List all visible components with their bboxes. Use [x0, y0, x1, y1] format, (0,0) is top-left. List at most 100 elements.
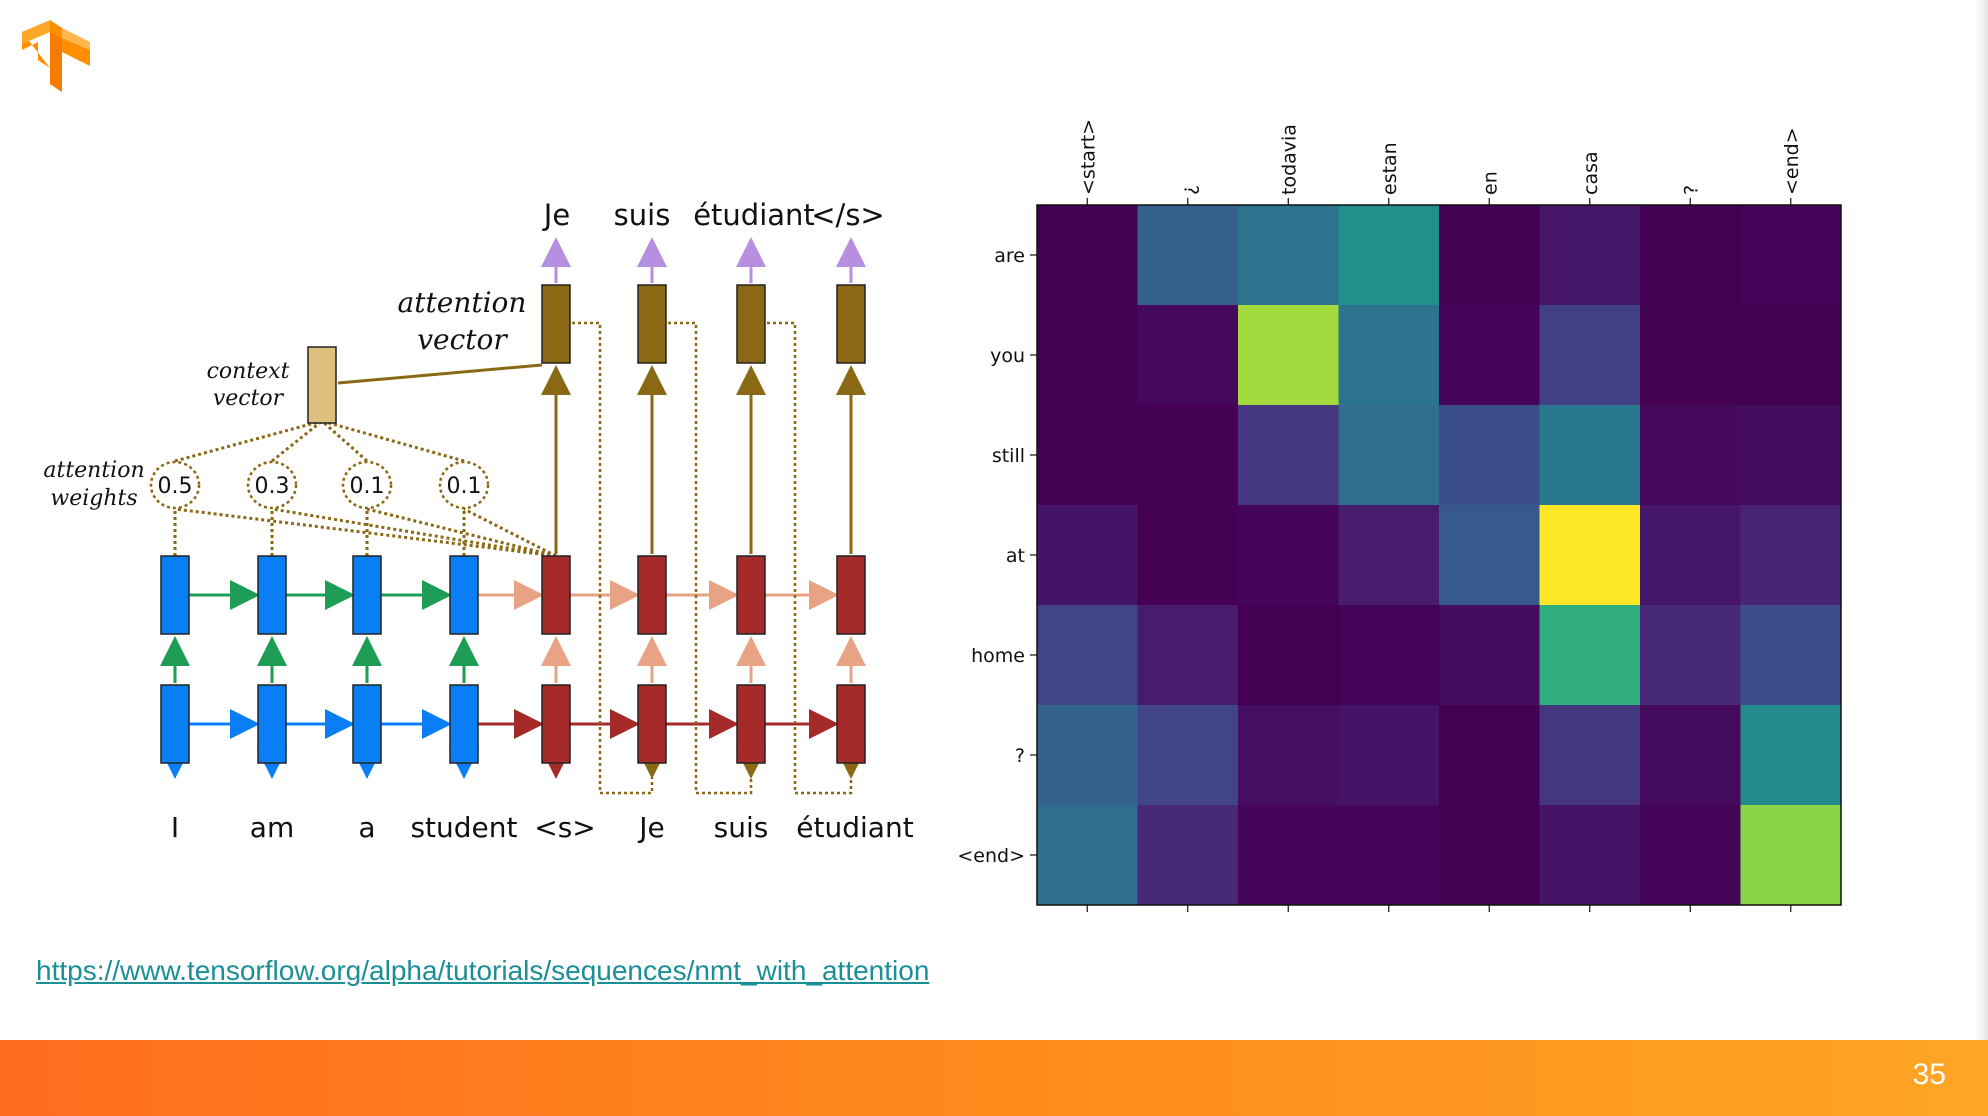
- attention-weights-label: attention: [43, 458, 144, 483]
- y-tick-label: home: [971, 645, 1025, 667]
- heatmap-cell: [1137, 505, 1239, 606]
- heatmap-cell: [1338, 505, 1440, 606]
- context-vector-box: [307, 346, 337, 424]
- y-tick-label: you: [990, 345, 1025, 367]
- x-tick-label: en: [1479, 171, 1501, 195]
- encoder-cell: [352, 555, 382, 635]
- output-word: </s>: [811, 198, 884, 232]
- attention-weights-label: weights: [50, 486, 137, 511]
- heatmap-cell: [1640, 805, 1741, 906]
- heatmap-cell: [1338, 805, 1440, 906]
- attention-weight-value: 0.1: [350, 474, 385, 499]
- attention-vector-cell: [836, 284, 866, 364]
- heatmap-cell: [1238, 605, 1339, 706]
- heatmap-cell: [1238, 705, 1339, 806]
- heatmap-cell: [1439, 805, 1540, 906]
- attention-score-line: [463, 507, 557, 558]
- heatmap-cell: [1037, 405, 1138, 506]
- context-vector-label: vector: [213, 386, 285, 411]
- heatmap-cell: [1539, 705, 1641, 806]
- heatmap-cell: [1539, 405, 1641, 506]
- heatmap-cell: [1740, 205, 1842, 306]
- decoder-cell: [836, 555, 866, 635]
- attention-weight-value: 0.1: [447, 474, 482, 499]
- heatmap-cell: [1137, 205, 1239, 306]
- heatmap-cell: [1740, 405, 1842, 506]
- context-line: [174, 419, 323, 463]
- heatmap-cell: [1338, 305, 1440, 406]
- encoder-cell: [352, 684, 382, 764]
- attention-score-line: [174, 507, 557, 558]
- heatmap-cell: [1640, 505, 1741, 606]
- source-link[interactable]: https://www.tensorflow.org/alpha/tutoria…: [36, 955, 930, 986]
- target-input-word: suis: [714, 811, 769, 844]
- attention-heatmap: are you still at home? <end> <start> ¿ todavia es…: [957, 119, 1842, 912]
- decoder-cell: [736, 555, 766, 635]
- x-tick-label: todavia: [1278, 124, 1300, 195]
- heatmap-cell: [1037, 505, 1138, 606]
- encoder-cell: [160, 684, 190, 764]
- context-line: [321, 419, 368, 463]
- y-tick-label: still: [992, 445, 1025, 467]
- heatmap-cell: [1238, 405, 1339, 506]
- heatmap-cell: [1439, 505, 1540, 606]
- heatmap-cell: [1539, 805, 1641, 906]
- slide-edge-shadow: [1974, 0, 1988, 1040]
- attention-score-line: [271, 507, 557, 558]
- heatmap-cell: [1439, 405, 1540, 506]
- heatmap-cell: [1439, 605, 1540, 706]
- heatmap-cell: [1439, 205, 1540, 306]
- heatmap-cell: [1640, 705, 1741, 806]
- heatmap-cell: [1539, 205, 1641, 306]
- heatmap-cell: [1137, 805, 1239, 906]
- decoder-cell: [541, 684, 571, 764]
- attention-vector-cell: [736, 284, 766, 364]
- input-feeding-line: [668, 321, 753, 795]
- heatmap-cell: [1037, 705, 1138, 806]
- source-word: I: [171, 811, 179, 844]
- heatmap-cell: [1640, 205, 1741, 306]
- source-word: student: [410, 811, 517, 844]
- output-word: suis: [614, 198, 671, 232]
- heatmap-cell: [1439, 705, 1540, 806]
- x-tick-label: ¿: [1178, 185, 1200, 195]
- context-vector-label: context: [207, 359, 290, 384]
- attention-vector-label: vector: [417, 323, 508, 356]
- attention-vector-cell: [541, 284, 571, 364]
- attention-weight-circle: [149, 460, 201, 510]
- heatmap-cell: [1740, 805, 1842, 906]
- context-to-attention-line: [337, 363, 543, 385]
- heatmap-cell: [1238, 305, 1339, 406]
- y-tick-label: <end>: [957, 845, 1025, 867]
- heatmap-cell: [1238, 505, 1339, 606]
- decoder-cell: [836, 684, 866, 764]
- output-word: étudiant: [693, 198, 815, 232]
- source-word: a: [358, 811, 375, 844]
- encoder-cell: [449, 555, 479, 635]
- attention-vector-label: attention: [398, 286, 527, 319]
- heatmap-cell: [1439, 305, 1540, 406]
- heatmap-cell: [1137, 605, 1239, 706]
- target-input-word: étudiant: [796, 811, 913, 844]
- x-tick-label: <end>: [1781, 127, 1803, 195]
- target-input-word: Je: [637, 811, 664, 844]
- heatmap-cell: [1238, 805, 1339, 906]
- heatmap-cell: [1539, 305, 1641, 406]
- decoder-cell: [541, 555, 571, 635]
- heatmap-cell: [1338, 705, 1440, 806]
- source-word: am: [250, 811, 294, 844]
- heatmap-cell: [1640, 305, 1741, 406]
- heatmap-cell: [1137, 405, 1239, 506]
- heatmap-cell: [1539, 605, 1641, 706]
- heatmap-cell: [1238, 205, 1339, 306]
- heatmap-cell: [1539, 505, 1641, 606]
- attention-score-line: [366, 507, 557, 558]
- heatmap-cell: [1338, 605, 1440, 706]
- heatmap-cell: [1740, 605, 1842, 706]
- x-tick-label: casa: [1580, 151, 1602, 195]
- attention-weight-circle: [341, 460, 393, 510]
- heatmap-cell: [1740, 505, 1842, 606]
- attention-diagram: 0.5 0.3 0.1 0.1 I am a student <s> Je suis étudiant…: [43, 198, 913, 844]
- heatmap-cell: [1137, 705, 1239, 806]
